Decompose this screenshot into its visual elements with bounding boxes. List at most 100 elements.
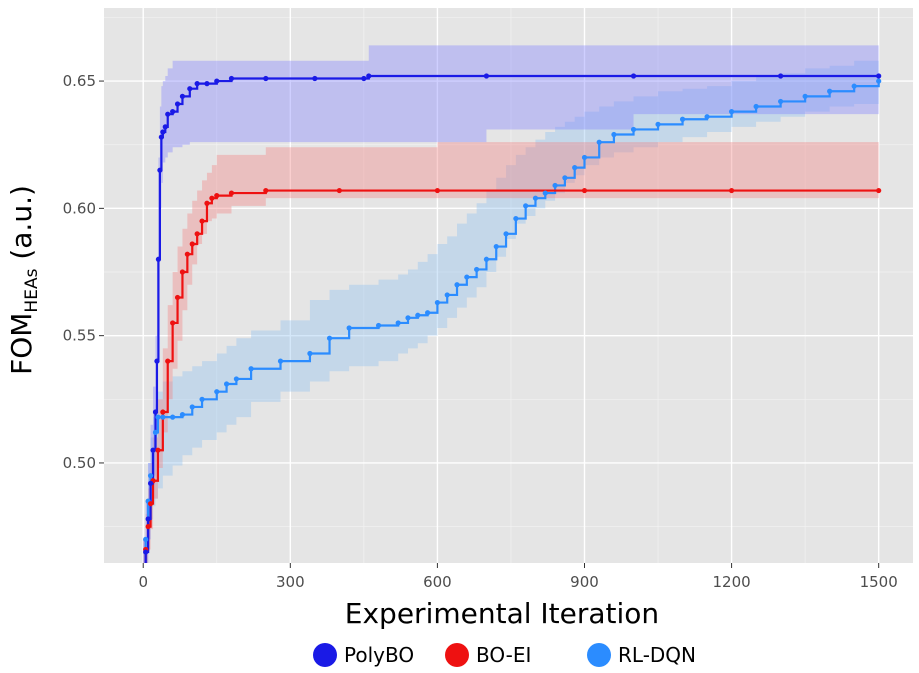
bo-ei-point [147, 501, 154, 507]
legend-label-rl-dqn: RL-DQN [618, 643, 696, 667]
rl-dqn-point [152, 429, 159, 435]
bo-ei-point [199, 218, 205, 224]
rl-dqn-point [503, 231, 509, 237]
grid-major [104, 8, 913, 563]
x-tick-label: 1500 [860, 573, 898, 591]
x-tick-label: 300 [276, 573, 305, 591]
polybo-point [204, 81, 210, 87]
rl-dqn-point [179, 411, 186, 418]
bo-ei-point [728, 187, 735, 194]
y-axis-title: FOMHEAs (a.u.) [5, 185, 42, 375]
rl-dqn-point [704, 114, 710, 120]
polybo-point [228, 75, 235, 82]
polybo-point [366, 73, 372, 79]
polybo-point [876, 73, 882, 79]
bo-ei-point [228, 190, 235, 196]
bo-ei-point [214, 193, 220, 199]
polybo-point [143, 549, 149, 555]
rl-dqn-point [483, 256, 490, 262]
polybo-point [630, 73, 637, 79]
polybo-point [158, 134, 164, 140]
x-tick-label: 0 [138, 573, 148, 591]
rl-dqn-point [611, 131, 617, 138]
polybo-point [187, 86, 193, 92]
rl-dqn-point [375, 322, 382, 329]
rl-dqn-point [655, 121, 661, 127]
rl-dqn-point [199, 396, 205, 402]
polybo-point [145, 516, 151, 522]
bo-ei-point [179, 269, 186, 275]
bo-ei-point [194, 231, 200, 237]
rl-dqn-point [596, 139, 602, 145]
rl-dqn-point [474, 266, 480, 273]
plot-background [104, 8, 913, 563]
bo-ei-point [336, 187, 342, 194]
polybo-point [263, 75, 269, 82]
bo-ei-point [189, 241, 195, 247]
rl-dqn-point [147, 473, 154, 479]
rl-dqn-point [415, 312, 421, 318]
x-tick-label: 600 [423, 573, 452, 591]
rl-dqn-point [532, 195, 539, 201]
polybo-point [312, 75, 318, 82]
rl-dqn-point [425, 310, 431, 316]
bo-ei-point [170, 320, 176, 326]
legend-label-bo-ei: BO-EI [476, 643, 531, 667]
polybo-point [150, 447, 156, 453]
rl-dqn-point [170, 414, 176, 420]
rl-dqn-point [155, 414, 161, 420]
polybo-point [214, 78, 220, 84]
polybo-point [361, 75, 367, 82]
x-tick-label: 900 [570, 573, 599, 591]
rl-dqn-point [214, 389, 220, 395]
legend-marker-polybo [313, 643, 337, 667]
legend-marker-rl-dqn [587, 643, 611, 667]
rl-dqn-point [493, 243, 499, 250]
bo-ei-point [155, 447, 161, 453]
y-tick-label: 0.50 [63, 454, 96, 472]
x-axis-title: Experimental Iteration [345, 597, 659, 630]
series-points [141, 73, 882, 572]
rl-dqn-point [346, 325, 352, 331]
y-tick-label: 0.65 [63, 72, 96, 90]
y-axis-title-suffix: (a.u.) [5, 185, 38, 268]
rl-dqn-point [248, 366, 254, 372]
rl-dqn-point [405, 315, 411, 321]
x-tick-label: 1200 [712, 573, 750, 591]
rl-dqn-point [454, 282, 460, 288]
rl-dqn-point [233, 376, 239, 382]
rl-dqn-point [562, 175, 568, 181]
bo-ei-point [141, 567, 146, 572]
bo-ei-point [263, 187, 269, 194]
legend-marker-bo-ei [445, 643, 469, 667]
rl-dqn-point [753, 103, 759, 110]
bo-ei-point [209, 195, 215, 201]
rl-dqn-point [552, 182, 558, 189]
rl-dqn-point [143, 536, 149, 542]
rl-dqn-point [679, 116, 686, 122]
polybo-point [152, 409, 159, 415]
legend: PolyBO BO-EI RL-DQN [313, 643, 696, 667]
rl-dqn-point [630, 126, 637, 133]
rl-dqn-point [513, 215, 519, 222]
rl-dqn-point [160, 414, 166, 420]
grid-minor [104, 8, 913, 563]
rl-dqn-band [143, 55, 879, 563]
polybo-point [179, 93, 186, 99]
rl-dqn-point [876, 78, 882, 84]
bo-ei-point [165, 358, 171, 364]
rl-dqn-point [464, 274, 470, 280]
bo-ei-point [174, 294, 181, 301]
rl-dqn-point [523, 203, 529, 209]
polybo-point [174, 101, 181, 107]
rl-dqn-point [189, 404, 195, 410]
polybo-point [483, 73, 490, 79]
rl-dqn-point [542, 190, 548, 196]
rl-dqn-point [778, 98, 784, 105]
bo-ei-point [581, 187, 588, 194]
bo-ei-band [143, 142, 879, 563]
polybo-point [778, 73, 784, 79]
rl-dqn-point [728, 109, 735, 115]
axis-ticks [99, 80, 880, 568]
